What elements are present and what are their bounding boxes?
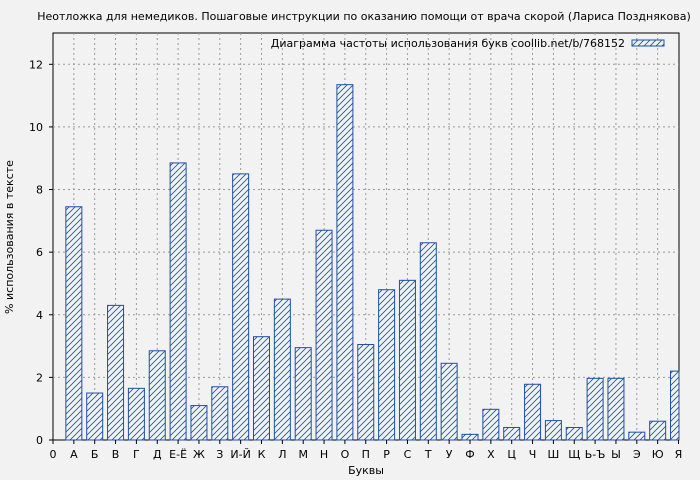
x-tick-label: Ы	[611, 448, 621, 461]
x-tick-label: Г	[133, 448, 140, 461]
bar-25	[565, 426, 583, 441]
bar-7	[190, 405, 208, 441]
bar-26	[586, 377, 604, 441]
y-tick-label: 0	[36, 434, 43, 447]
legend-label: Диаграмма частоты использования букв coo…	[271, 37, 625, 50]
x-tick-label: К	[258, 448, 266, 461]
y-tick-label: 2	[36, 371, 43, 384]
x-tick-label: Д	[153, 448, 162, 461]
x-tick-label: Х	[487, 448, 495, 461]
y-ticks: 0 2 4 6 8 10 12	[29, 58, 53, 447]
bar-16	[378, 289, 396, 441]
bar-24	[544, 420, 562, 441]
bar-27	[607, 377, 625, 441]
bar-12	[294, 347, 312, 441]
x-tick-label: Т	[424, 448, 432, 461]
x-tick-label: Н	[320, 448, 328, 461]
legend-swatch	[631, 39, 665, 47]
y-tick-label: 10	[29, 121, 43, 134]
bar-21	[482, 408, 500, 441]
bar-1	[65, 206, 83, 441]
bar-5	[148, 350, 166, 441]
bar-22	[503, 426, 521, 441]
x-tick-label: Ю	[652, 448, 664, 461]
x-tick-label: Э	[633, 448, 641, 461]
bar-9	[232, 173, 250, 441]
x-tick-label: У	[446, 448, 453, 461]
x-tick-label: В	[112, 448, 120, 461]
x-tick-label: Ф	[465, 448, 474, 461]
bar-17	[398, 279, 416, 441]
legend: Диаграмма частоты использования букв coo…	[271, 37, 665, 50]
x-tick-label: Б	[91, 448, 99, 461]
bar-14	[336, 84, 354, 441]
x-tick-label: Ь-Ъ	[585, 448, 606, 461]
bar-4	[127, 387, 145, 441]
y-tick-label: 6	[36, 246, 43, 259]
x-tick-label: З	[216, 448, 223, 461]
x-tick-label: Е-Ё	[169, 448, 187, 461]
y-axis-label: % использования в тексте	[3, 160, 16, 314]
bar-29	[649, 420, 667, 441]
y-tick-label: 8	[36, 184, 43, 197]
x-tick-label: Ц	[507, 448, 516, 461]
x-tick-label: Л	[278, 448, 286, 461]
bar-2	[86, 392, 104, 441]
bar-10	[253, 336, 270, 441]
bar-13	[315, 229, 333, 441]
bar-15	[357, 344, 375, 441]
bar-8	[211, 386, 229, 441]
x-tick-label: П	[362, 448, 370, 461]
bar-30	[670, 370, 680, 441]
x-tick-label: Щ	[568, 448, 580, 461]
x-tick-label: Я	[675, 448, 683, 461]
x-tick-label: Ч	[529, 448, 537, 461]
x-tick-label: М	[298, 448, 308, 461]
bar-3	[107, 304, 125, 441]
x-tick-label: 0	[50, 448, 57, 461]
x-tick-label: Р	[383, 448, 390, 461]
grid	[53, 33, 679, 440]
x-tick-label: Ш	[548, 448, 560, 461]
y-tick-label: 4	[36, 309, 43, 322]
x-tick-label: О	[341, 448, 350, 461]
bar-19	[440, 362, 458, 441]
x-axis-label: Буквы	[348, 464, 384, 477]
x-tick-label: Ж	[193, 448, 205, 461]
bar-18	[419, 242, 437, 441]
x-tick-label: А	[70, 448, 78, 461]
bar-28	[628, 431, 646, 441]
y-tick-label: 12	[29, 58, 43, 71]
bar-6	[169, 162, 187, 441]
bars	[65, 84, 680, 441]
bar-20	[461, 433, 479, 441]
x-tick-label: И-Й	[230, 448, 250, 461]
bar-23	[524, 383, 542, 441]
bar-11	[273, 298, 291, 441]
x-tick-label: С	[404, 448, 412, 461]
x-ticks: 0 А Б В Г Д Е-Ё Ж З И-Й К Л М Н О П Р С Т У Ф Х Ц Ч Ш Щ Ь-Ъ Ы Э Ю Я	[50, 440, 683, 461]
chart-title: Неотложка для немедиков. Пошаговые инстр…	[37, 10, 690, 23]
